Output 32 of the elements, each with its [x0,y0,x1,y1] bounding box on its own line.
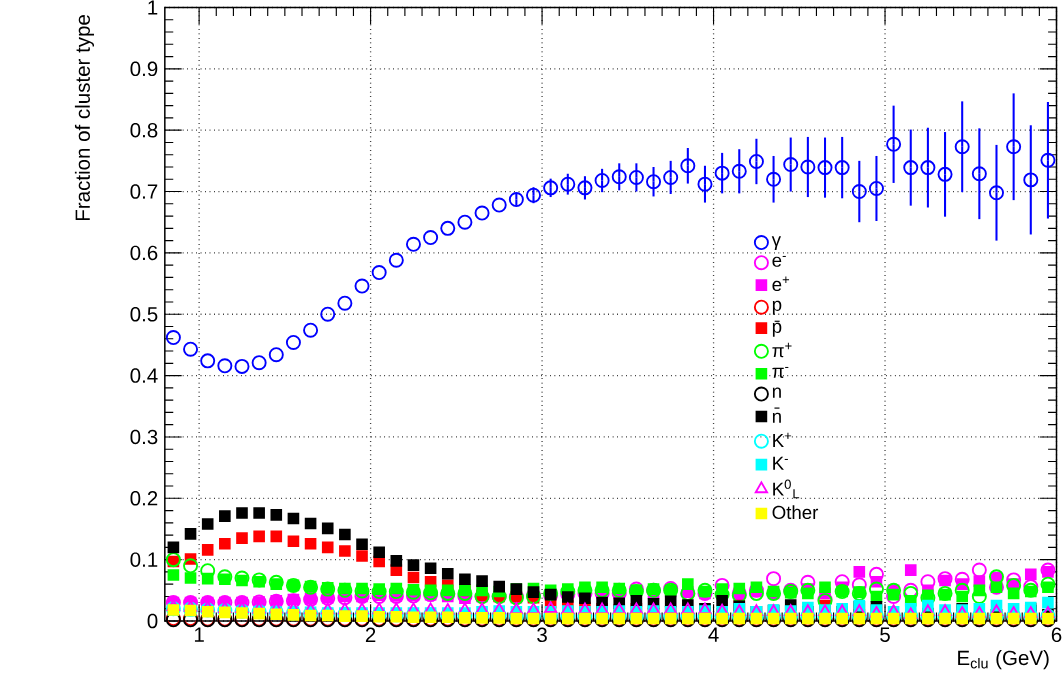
legend-label: n [772,387,781,398]
y-tick-label: 0 [147,613,158,629]
legend-label: Other [772,505,819,520]
y-tick-label: 0.1 [130,552,158,567]
x-tick-label: 2 [365,627,376,642]
x-tick-label: 6 [1051,627,1062,643]
legend-label: e$^{+}$ [772,276,790,292]
x-tick-label: 4 [708,627,719,642]
y-tick-label: 0.6 [130,245,158,261]
legend-label: K$^{0}$L [773,479,800,499]
legend-label: p̄ [772,320,782,337]
legend-label: π$^{-}$ [772,366,789,378]
legend-label: π$^{+}$ [772,342,792,358]
legend-label: e$^{-}$ [772,255,786,267]
x-tick-label: 1 [194,627,204,642]
legend-label: K$^{-}$ [773,456,788,470]
legend-label: p [772,300,782,315]
x-tick-label: 3 [537,627,547,643]
y-tick-label: 0.5 [130,306,158,322]
y-tick-label: 0.9 [130,61,158,77]
y-tick-label: 1 [148,0,158,15]
x-tick-label: 5 [880,627,890,642]
legend-label: γ [771,236,781,250]
y-tick-label: 0.8 [130,122,158,138]
legend-label: n̄ [772,407,781,423]
legend-label: K$^{+}$ [773,432,792,447]
y-tick-label: 0.7 [130,184,158,199]
y-tick-label: 0.3 [130,429,158,445]
x-axis-title: E$_{clu}$ (GeV) [958,650,1049,670]
y-tick-label: 0.2 [130,491,158,506]
y-tick-label: 0.4 [130,368,158,383]
y-axis-title: Fraction of cluster type [74,15,95,221]
